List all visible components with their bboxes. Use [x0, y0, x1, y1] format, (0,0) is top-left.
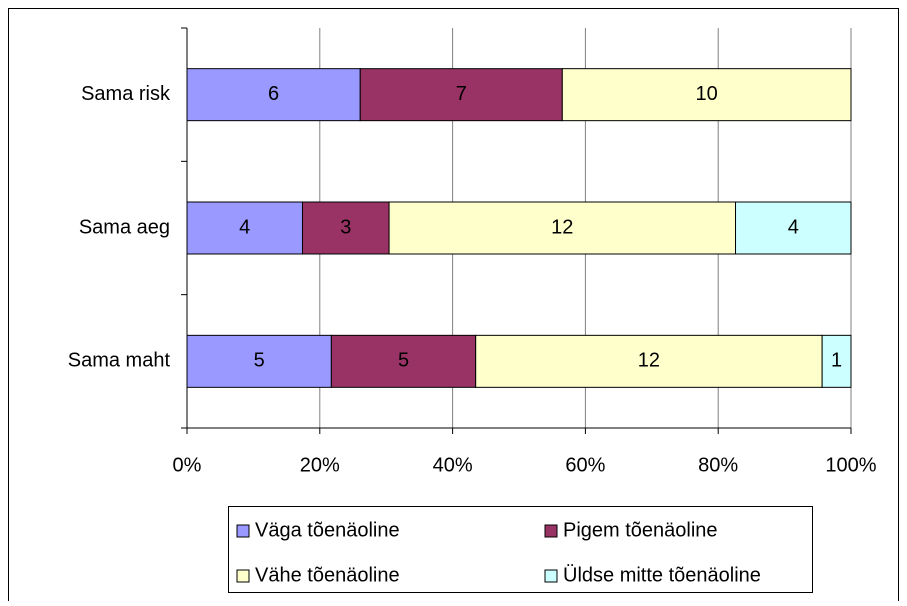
legend-label: Üldse mitte tõenäoline: [563, 564, 761, 586]
data-label: 7: [456, 83, 467, 105]
data-label: 5: [254, 350, 265, 372]
bar-segment: [475, 334, 823, 388]
data-label: 1: [831, 350, 842, 372]
legend-swatch: [544, 569, 558, 583]
legend-label: Vähe tõenäoline: [255, 564, 400, 586]
data-label: 12: [551, 216, 573, 238]
bar-segment: [301, 201, 390, 255]
bar-segment: [821, 334, 852, 388]
bar-segment: [186, 334, 332, 388]
chart-frame: [8, 8, 899, 601]
legend-swatch: [236, 524, 250, 538]
x-tick-label: 20%: [300, 454, 340, 476]
y-tick-label: Sama risk: [81, 83, 171, 105]
y-tick-label: Sama maht: [68, 350, 171, 372]
data-label: 4: [239, 216, 250, 238]
legend-swatch: [236, 569, 250, 583]
x-tick-label: 0%: [173, 454, 202, 476]
x-tick-label: 80%: [698, 454, 738, 476]
data-label: 6: [268, 83, 279, 105]
x-tick-label: 60%: [565, 454, 605, 476]
data-label: 10: [696, 83, 718, 105]
bar-segment: [735, 201, 852, 255]
bar-segment: [388, 201, 737, 255]
bar-segment: [561, 68, 852, 122]
legend-box: [228, 506, 813, 593]
legend-label: Väga tõenäoline: [255, 519, 400, 541]
bar-segment: [186, 201, 303, 255]
y-tick-label: Sama aeg: [79, 216, 170, 238]
bar-segment: [330, 334, 477, 388]
x-tick-label: 40%: [433, 454, 473, 476]
x-tick-label: 100%: [825, 454, 876, 476]
data-label: 3: [340, 216, 351, 238]
data-label: 12: [638, 350, 660, 372]
legend-label: Pigem tõenäoline: [563, 519, 718, 541]
data-label: 5: [398, 350, 409, 372]
data-label: 4: [788, 216, 799, 238]
bar-segment: [186, 68, 361, 122]
legend-swatch: [544, 524, 558, 538]
bar-segment: [359, 68, 563, 122]
